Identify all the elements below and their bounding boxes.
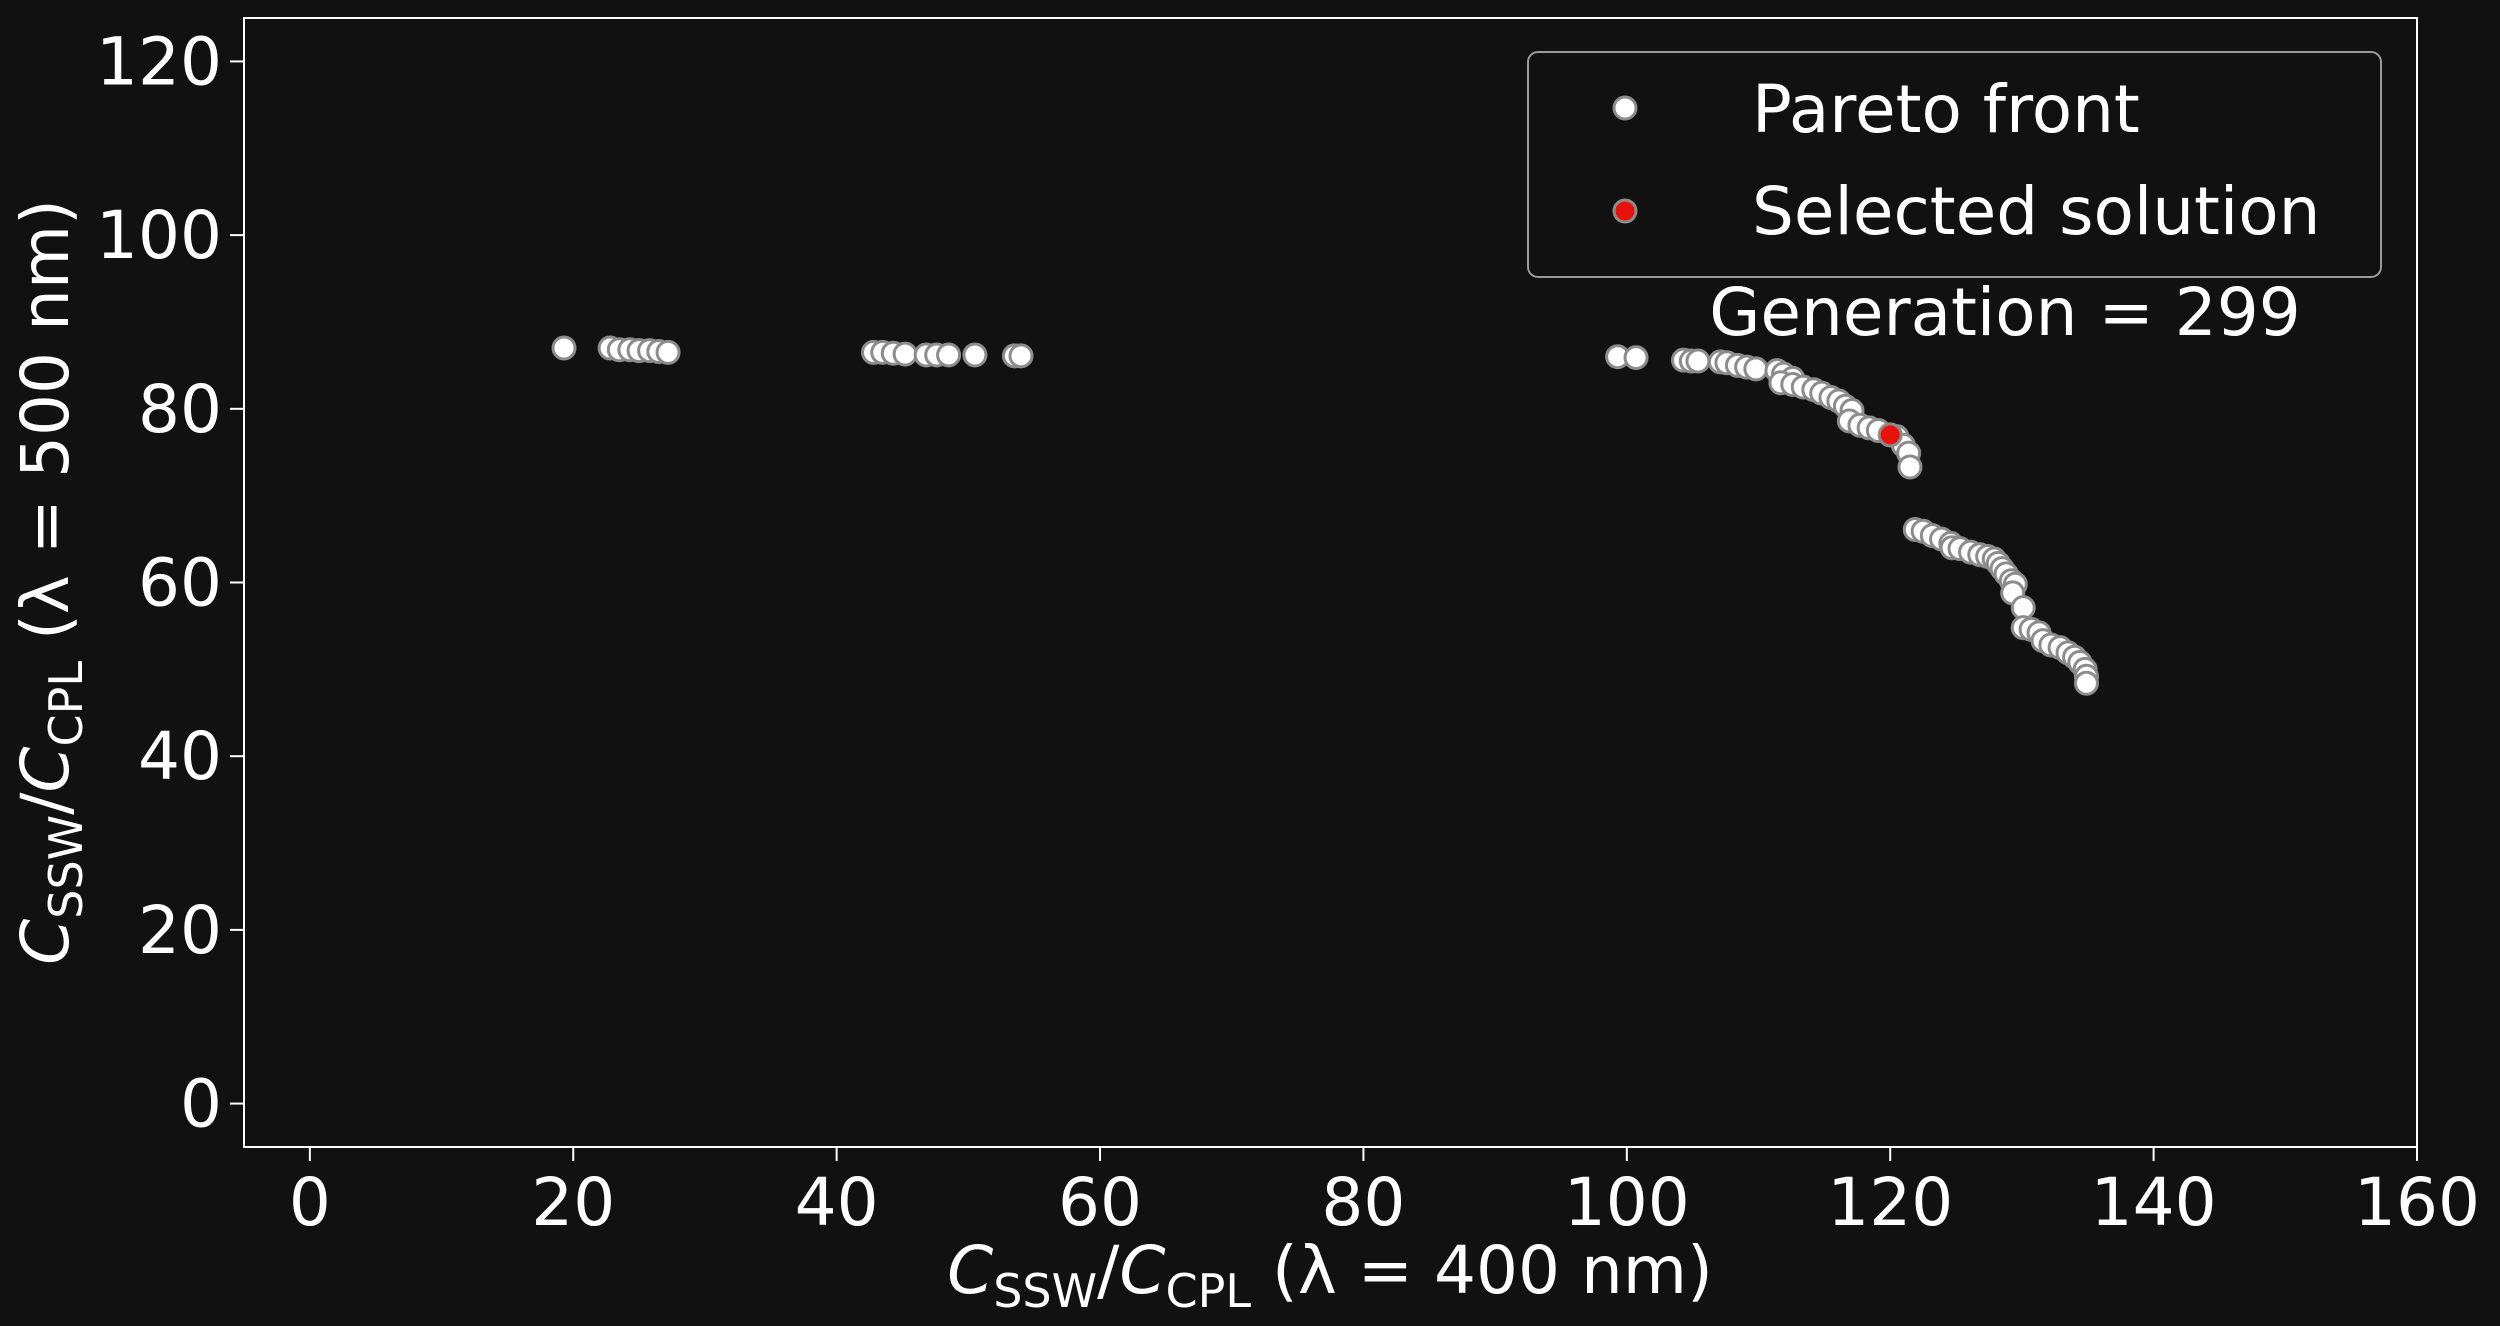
y-label-c1: C (7, 919, 84, 965)
y-label-slash: / (7, 792, 84, 815)
x-tick-label: 160 (2354, 1164, 2480, 1241)
legend: Pareto front Selected solution (1527, 51, 2382, 278)
pareto-front-point (892, 341, 918, 367)
y-tick-label: 40 (138, 718, 222, 795)
y-tick-label: 120 (96, 23, 222, 100)
pareto-front-point (2073, 670, 2099, 696)
pareto-front-point (1008, 343, 1034, 369)
x-label-sub2: CPL (1165, 1264, 1251, 1318)
x-tick-label: 0 (289, 1164, 331, 1241)
pareto-front-point (655, 339, 681, 365)
x-label-c2: C (1119, 1232, 1165, 1309)
pareto-front-point (936, 342, 962, 368)
x-tick-label: 120 (1827, 1164, 1953, 1241)
legend-marker-selected-solution (1612, 198, 1638, 224)
x-label-tail: (λ = 400 nm) (1251, 1232, 1713, 1309)
y-label-tail: (λ = 500 nm) (7, 199, 84, 661)
axis-ticks: 0 20 40 60 80 100 120 140 160 0 20 40 60 80 100 120 (96, 23, 2480, 1241)
pareto-front-point (1897, 454, 1923, 480)
generation-annotation: Generation = 299 (1709, 274, 2300, 351)
pareto-front-point (551, 335, 577, 361)
x-axis-label: CSSW/CCPL (λ = 400 nm) (947, 1232, 1713, 1318)
y-tick-label: 100 (96, 197, 222, 274)
y-tick-label: 60 (138, 545, 222, 622)
y-tick-label: 80 (138, 371, 222, 448)
y-tick-label: 20 (138, 892, 222, 969)
x-tick-label: 40 (795, 1164, 879, 1241)
pareto-front-point (1685, 348, 1711, 374)
x-label-slash: / (1097, 1232, 1120, 1309)
x-tick-label: 60 (1058, 1164, 1142, 1241)
x-tick-label: 20 (531, 1164, 615, 1241)
y-label-sub2: CPL (39, 661, 93, 747)
pareto-front-point (1743, 356, 1769, 382)
data-points (551, 335, 2099, 696)
legend-box (1527, 51, 2382, 278)
y-label-sub1: SSW (39, 815, 93, 919)
legend-label-pareto-front: Pareto front (1752, 71, 2140, 148)
selected-solution-point (1877, 422, 1903, 448)
pareto-front-point (962, 342, 988, 368)
y-label-c2: C (7, 747, 84, 793)
y-tick-label: 0 (180, 1066, 222, 1143)
legend-marker-pareto-front (1612, 95, 1638, 121)
plot-area-frame (243, 17, 2418, 1148)
x-label-sub1: SSW (993, 1264, 1097, 1318)
pareto-front-point (1623, 345, 1649, 371)
x-tick-label: 80 (1321, 1164, 1405, 1241)
x-tick-label: 140 (2091, 1164, 2217, 1241)
legend-label-selected-solution: Selected solution (1752, 173, 2320, 250)
y-axis-label: CSSW/CCPL (λ = 500 nm) (7, 199, 93, 965)
x-label-c1: C (947, 1232, 993, 1309)
x-tick-label: 100 (1564, 1164, 1690, 1241)
